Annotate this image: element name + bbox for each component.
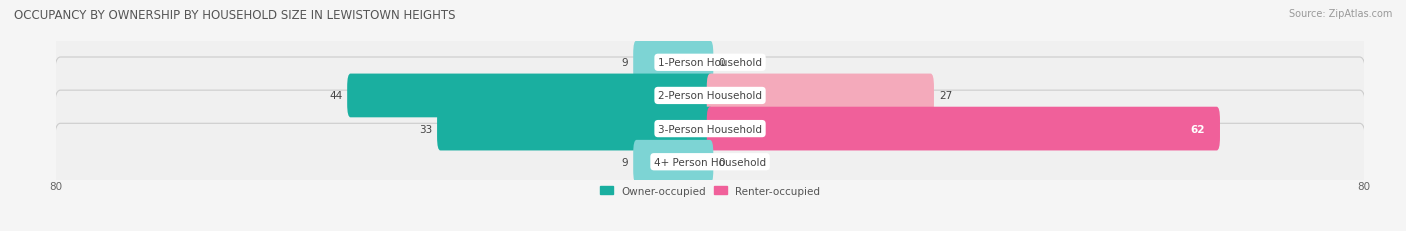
Text: 4+ Person Household: 4+ Person Household xyxy=(654,157,766,167)
FancyBboxPatch shape xyxy=(53,58,1367,134)
FancyBboxPatch shape xyxy=(347,74,713,118)
Text: 9: 9 xyxy=(621,58,628,68)
Text: 2-Person Household: 2-Person Household xyxy=(658,91,762,101)
FancyBboxPatch shape xyxy=(707,107,1220,151)
FancyBboxPatch shape xyxy=(633,41,713,85)
FancyBboxPatch shape xyxy=(53,124,1367,200)
Text: 27: 27 xyxy=(939,91,952,101)
FancyBboxPatch shape xyxy=(633,140,713,184)
Text: 9: 9 xyxy=(621,157,628,167)
Text: 44: 44 xyxy=(329,91,342,101)
FancyBboxPatch shape xyxy=(707,74,934,118)
Text: Source: ZipAtlas.com: Source: ZipAtlas.com xyxy=(1288,9,1392,19)
Text: 1-Person Household: 1-Person Household xyxy=(658,58,762,68)
Text: 33: 33 xyxy=(419,124,432,134)
Legend: Owner-occupied, Renter-occupied: Owner-occupied, Renter-occupied xyxy=(596,182,824,200)
Text: 62: 62 xyxy=(1189,124,1205,134)
FancyBboxPatch shape xyxy=(53,91,1367,167)
Text: 3-Person Household: 3-Person Household xyxy=(658,124,762,134)
Text: 0: 0 xyxy=(718,58,724,68)
Text: OCCUPANCY BY OWNERSHIP BY HOUSEHOLD SIZE IN LEWISTOWN HEIGHTS: OCCUPANCY BY OWNERSHIP BY HOUSEHOLD SIZE… xyxy=(14,9,456,22)
FancyBboxPatch shape xyxy=(53,25,1367,101)
FancyBboxPatch shape xyxy=(437,107,713,151)
Text: 0: 0 xyxy=(718,157,724,167)
